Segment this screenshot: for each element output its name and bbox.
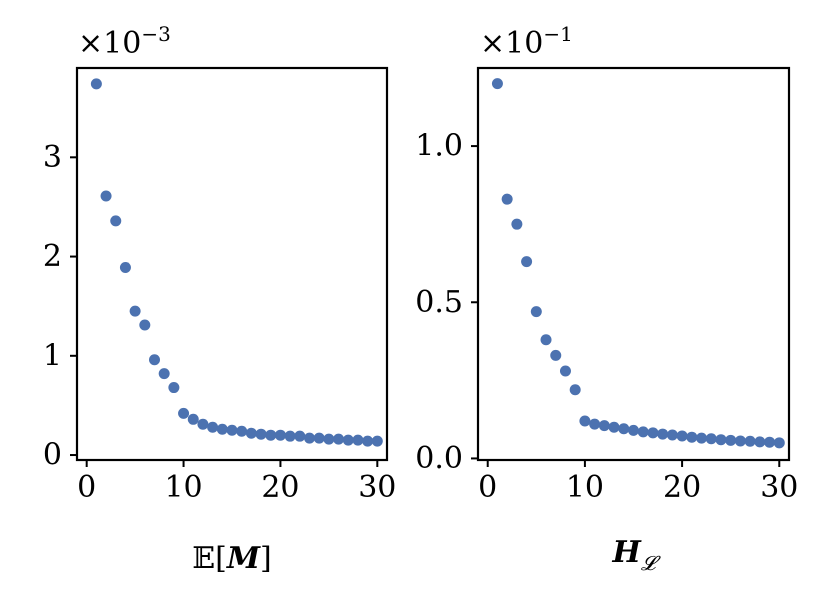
right-data-point — [666, 429, 678, 441]
left-y-ticks: 0 1 2 3 — [43, 140, 77, 473]
left-data-point — [158, 368, 170, 380]
right-data-point — [628, 424, 639, 436]
right-data-point — [618, 423, 630, 435]
left-y-multiplier: ×10−3 — [78, 22, 171, 61]
right-data-point — [540, 334, 552, 346]
right-data-point — [530, 306, 542, 318]
left-ytick-label: 2 — [43, 239, 62, 274]
left-data-point — [274, 429, 286, 441]
right-data-point — [491, 78, 503, 90]
right-data-point — [550, 349, 562, 361]
left-data-point — [149, 354, 160, 366]
left-data-point — [294, 430, 306, 442]
left-data-point — [187, 413, 199, 425]
right-data-point — [647, 427, 659, 439]
right-scatter-points — [491, 78, 785, 449]
left-data-point — [236, 425, 248, 437]
left-xtick-label: 20 — [261, 470, 299, 505]
right-ytick-label: 1.0 — [415, 129, 463, 164]
right-xtick-label: 10 — [566, 470, 604, 505]
right-data-point — [657, 428, 669, 440]
right-data-point — [754, 436, 766, 448]
subplot-right: ×10−1 0.0 0.5 1.0 0 10 20 30 H𝓛 — [415, 22, 798, 575]
left-x-ticks: 0 10 20 30 — [77, 460, 396, 505]
left-data-point — [110, 215, 122, 227]
left-data-point — [255, 428, 267, 440]
right-data-point — [696, 432, 708, 444]
left-data-point — [129, 305, 141, 317]
right-data-point — [734, 435, 746, 447]
left-data-point — [245, 427, 257, 439]
left-data-point — [362, 435, 374, 447]
right-y-ticks: 0.0 0.5 1.0 — [415, 129, 478, 476]
right-data-point — [705, 433, 717, 445]
left-data-point — [90, 78, 102, 90]
left-xtick-label: 30 — [358, 470, 396, 505]
right-data-point — [501, 193, 513, 205]
left-data-point — [313, 432, 325, 444]
right-xtick-label: 30 — [760, 470, 798, 505]
right-data-point — [608, 421, 620, 433]
right-data-point — [559, 365, 571, 377]
left-data-point — [216, 423, 228, 435]
left-data-point — [168, 382, 180, 394]
right-y-multiplier: ×10−1 — [480, 22, 573, 61]
left-data-point — [304, 432, 315, 444]
left-data-point — [207, 421, 219, 433]
right-data-point — [676, 430, 688, 442]
left-xtick-label: 10 — [164, 470, 202, 505]
left-data-point — [197, 418, 209, 430]
right-data-point — [715, 434, 727, 446]
right-data-point — [744, 435, 756, 447]
subplot-left: ×10−3 0 1 2 3 0 10 20 30 𝔼[M] — [43, 22, 397, 576]
right-data-point — [764, 436, 776, 448]
left-data-point — [323, 433, 335, 445]
left-data-point — [265, 429, 277, 441]
left-data-point — [352, 434, 364, 446]
right-data-point — [686, 431, 698, 443]
right-xtick-label: 20 — [663, 470, 701, 505]
left-data-point — [342, 434, 354, 446]
right-axes-frame — [476, 66, 791, 462]
left-ytick-label: 3 — [43, 140, 62, 175]
left-data-point — [284, 430, 296, 442]
left-data-point — [371, 435, 383, 447]
left-data-point — [139, 319, 151, 331]
left-data-point — [226, 424, 238, 436]
right-data-point — [773, 437, 785, 449]
left-ytick-label: 1 — [43, 338, 62, 373]
left-scatter-points — [90, 78, 383, 447]
right-ytick-label: 0.0 — [415, 441, 463, 476]
left-x-axis-label: 𝔼[M] — [192, 541, 272, 576]
left-data-point — [178, 407, 190, 419]
left-data-point — [119, 261, 131, 273]
right-data-point — [579, 415, 591, 427]
right-xtick-label: 0 — [478, 470, 497, 505]
right-data-point — [569, 384, 581, 396]
right-ytick-label: 0.5 — [415, 285, 463, 320]
left-xtick-label: 0 — [77, 470, 96, 505]
right-data-point — [511, 218, 523, 230]
left-axes-frame — [75, 66, 389, 462]
right-x-ticks: 0 10 20 30 — [478, 460, 798, 505]
right-data-point — [589, 418, 601, 430]
right-data-point — [725, 434, 737, 446]
right-data-point — [598, 420, 610, 432]
right-data-point — [637, 426, 649, 438]
left-ytick-label: 0 — [43, 438, 62, 473]
left-data-point — [333, 433, 345, 445]
left-data-point — [100, 190, 112, 202]
right-x-axis-label: H𝓛 — [612, 535, 661, 575]
right-data-point — [521, 256, 533, 268]
